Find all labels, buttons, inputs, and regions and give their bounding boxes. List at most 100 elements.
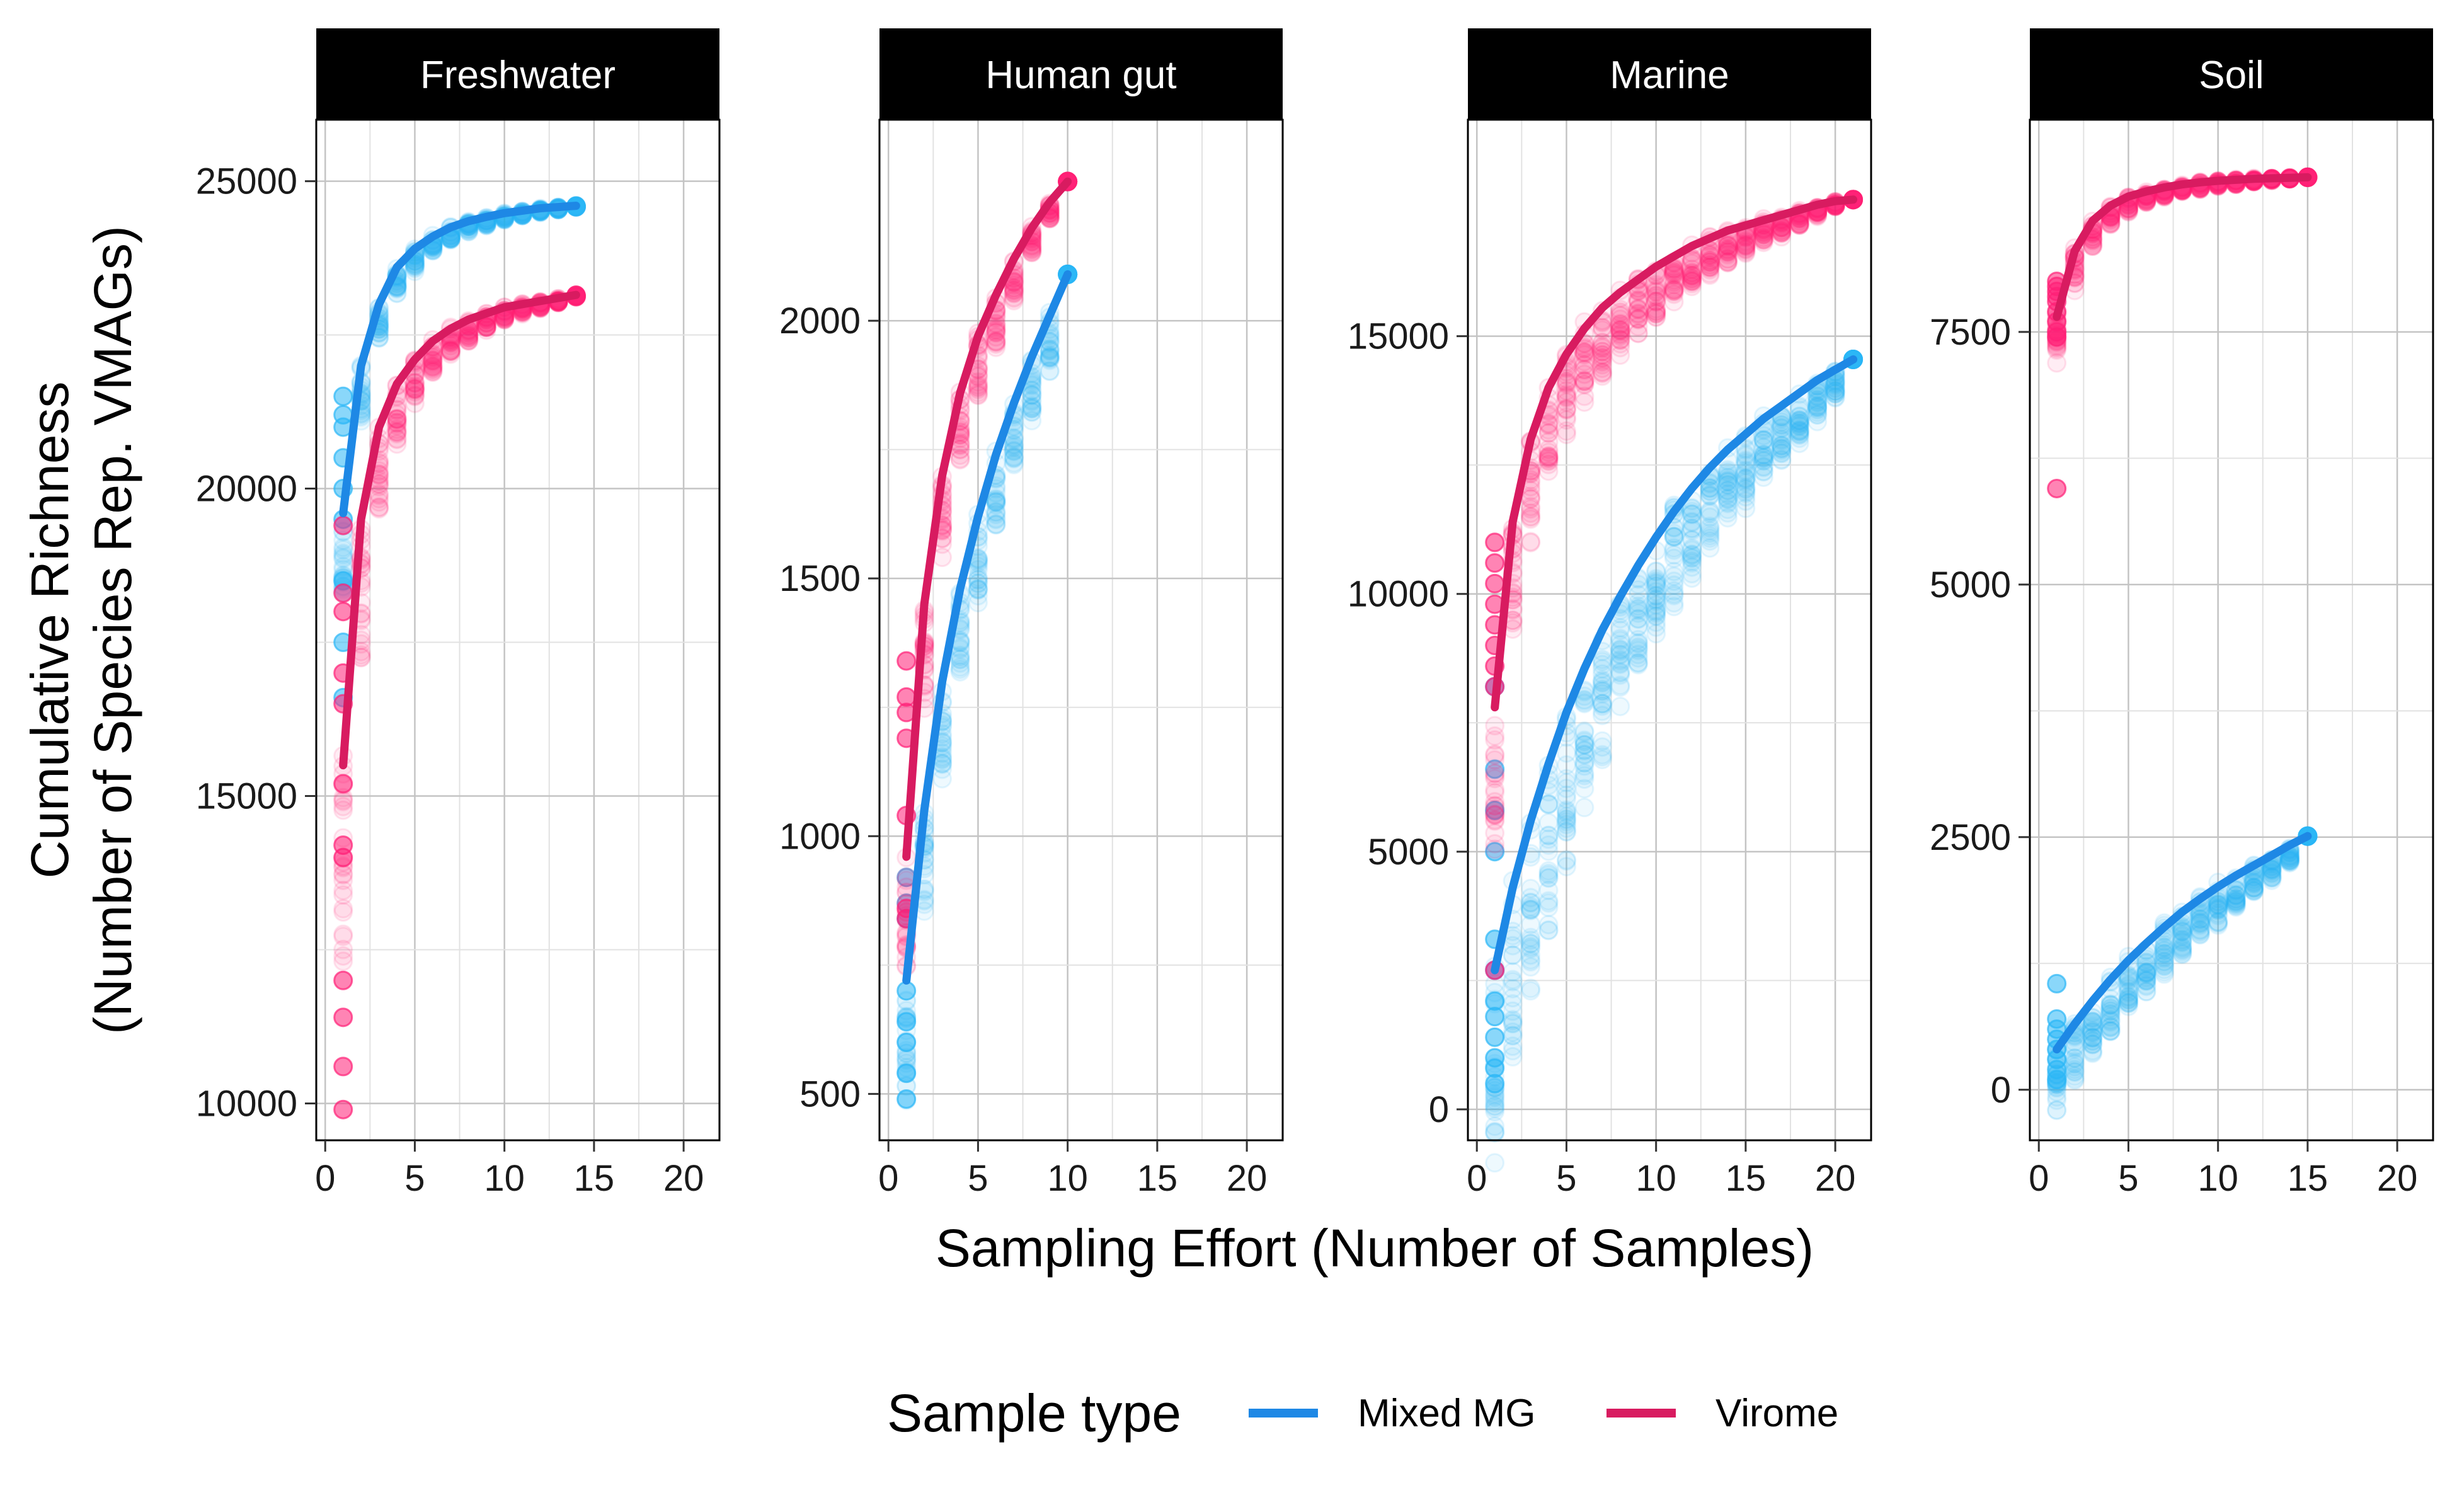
point-virome [1556,399,1576,419]
point-virome [404,376,425,396]
point-virome [404,378,425,398]
point-mixed-mg [2208,915,2228,935]
point-mixed-mg [986,510,1006,530]
point-virome [476,317,496,337]
point-virome [333,951,353,971]
point-virome [459,323,479,343]
point-mixed-mg [1503,994,1523,1014]
point-virome [369,489,389,509]
point-virome [423,362,443,382]
point-mixed-mg [1753,430,1773,450]
x-axis-title: Sampling Effort (Number of Samples) [936,1218,1814,1278]
point-virome [423,360,443,380]
point-virome [404,386,425,406]
y-tick-label: 2000 [779,301,861,341]
y-tick-label: 5000 [1930,564,2011,605]
point-virome [1556,425,1576,445]
point-virome [404,379,425,399]
point-mixed-mg [1556,810,1576,830]
point-mixed-mg [404,256,425,277]
point-virome [1736,239,1756,260]
y-tick-label: 1500 [779,558,861,599]
y-tick-label: 0 [1429,1089,1449,1130]
point-virome [1610,338,1630,358]
plot-area [879,120,1283,1140]
point-virome [423,353,443,374]
point-virome [1682,273,1702,294]
point-mixed-mg [1485,1101,1505,1121]
point-mixed-mg [404,256,425,276]
point-mixed-mg [1825,387,1845,407]
point-mixed-mg [1574,798,1595,818]
point-virome [1538,447,1559,467]
point-first-sample-virome [896,651,917,671]
point-mixed-mg [404,261,425,282]
point-virome [333,939,353,959]
point-mixed-mg [2065,1070,2085,1091]
point-virome [459,325,479,345]
point-virome [404,372,425,392]
point-virome [1004,278,1024,298]
point-virome [423,347,443,367]
point-mixed-mg [404,256,425,276]
point-mixed-mg [1772,418,1792,438]
point-virome [476,320,496,340]
point-first-sample-virome [333,602,353,622]
x-tick-label: 0 [2029,1158,2049,1199]
point-first-sample-virome [2047,327,2067,347]
y-tick-label: 1000 [779,816,861,857]
point-mixed-mg [1503,1014,1523,1034]
point-mixed-mg [404,258,425,278]
point-virome [369,497,389,517]
point-mixed-mg [968,580,988,600]
point-virome [459,328,479,348]
point-virome [459,331,479,351]
point-mixed-mg [333,543,353,563]
point-virome [1574,375,1595,395]
point-mixed-mg [2244,872,2264,892]
point-virome [459,328,479,348]
point-mixed-mg [1717,467,1738,487]
point-virome [387,410,407,430]
point-mixed-mg [1538,893,1559,913]
point-first-sample-mixed-mg [896,1012,917,1032]
point-mixed-mg [2279,851,2300,871]
y-tick-label: 15000 [196,776,297,816]
point-virome [1772,218,1792,238]
point-mixed-mg [1592,731,1612,751]
point-mixed-mg [950,649,970,669]
point-virome [1521,532,1541,552]
point-virome [1485,716,1505,736]
point-virome [423,347,443,367]
point-virome [387,412,407,432]
point-virome [1628,308,1648,328]
point-virome [423,358,443,378]
point-mixed-mg [1717,500,1738,520]
point-virome [404,373,425,393]
y-tick-label: 20000 [196,469,297,510]
point-virome [423,351,443,371]
point-virome [459,331,479,351]
point-virome [387,420,407,440]
point-virome [404,393,425,413]
point-mixed-mg [1485,1153,1505,1173]
point-virome [423,355,443,375]
y-axis-title-line-2: (Number of Species Rep. VMAGs) [83,226,142,1034]
y-tick-label: 2500 [1930,817,2011,858]
point-virome [1664,284,1684,304]
panel-freshwater: Freshwater 10000 15000 20000 25000 0 5 10 15 20 [196,28,721,1199]
point-mixed-mg [1556,851,1576,871]
point-virome [476,317,496,337]
point-mixed-mg [423,241,443,261]
point-first-sample-mixed-mg [333,386,353,406]
x-tick-label: 15 [1726,1158,1767,1199]
point-mixed-mg [1592,694,1612,714]
point-virome [423,358,443,379]
point-virome [1485,833,1505,854]
x-tick-label: 20 [1227,1158,1268,1199]
point-first-sample-virome [333,1099,353,1120]
x-tick-label: 10 [1047,1158,1088,1199]
point-first-sample-virome [1485,553,1505,573]
point-mixed-mg [333,547,353,568]
point-virome [423,349,443,369]
